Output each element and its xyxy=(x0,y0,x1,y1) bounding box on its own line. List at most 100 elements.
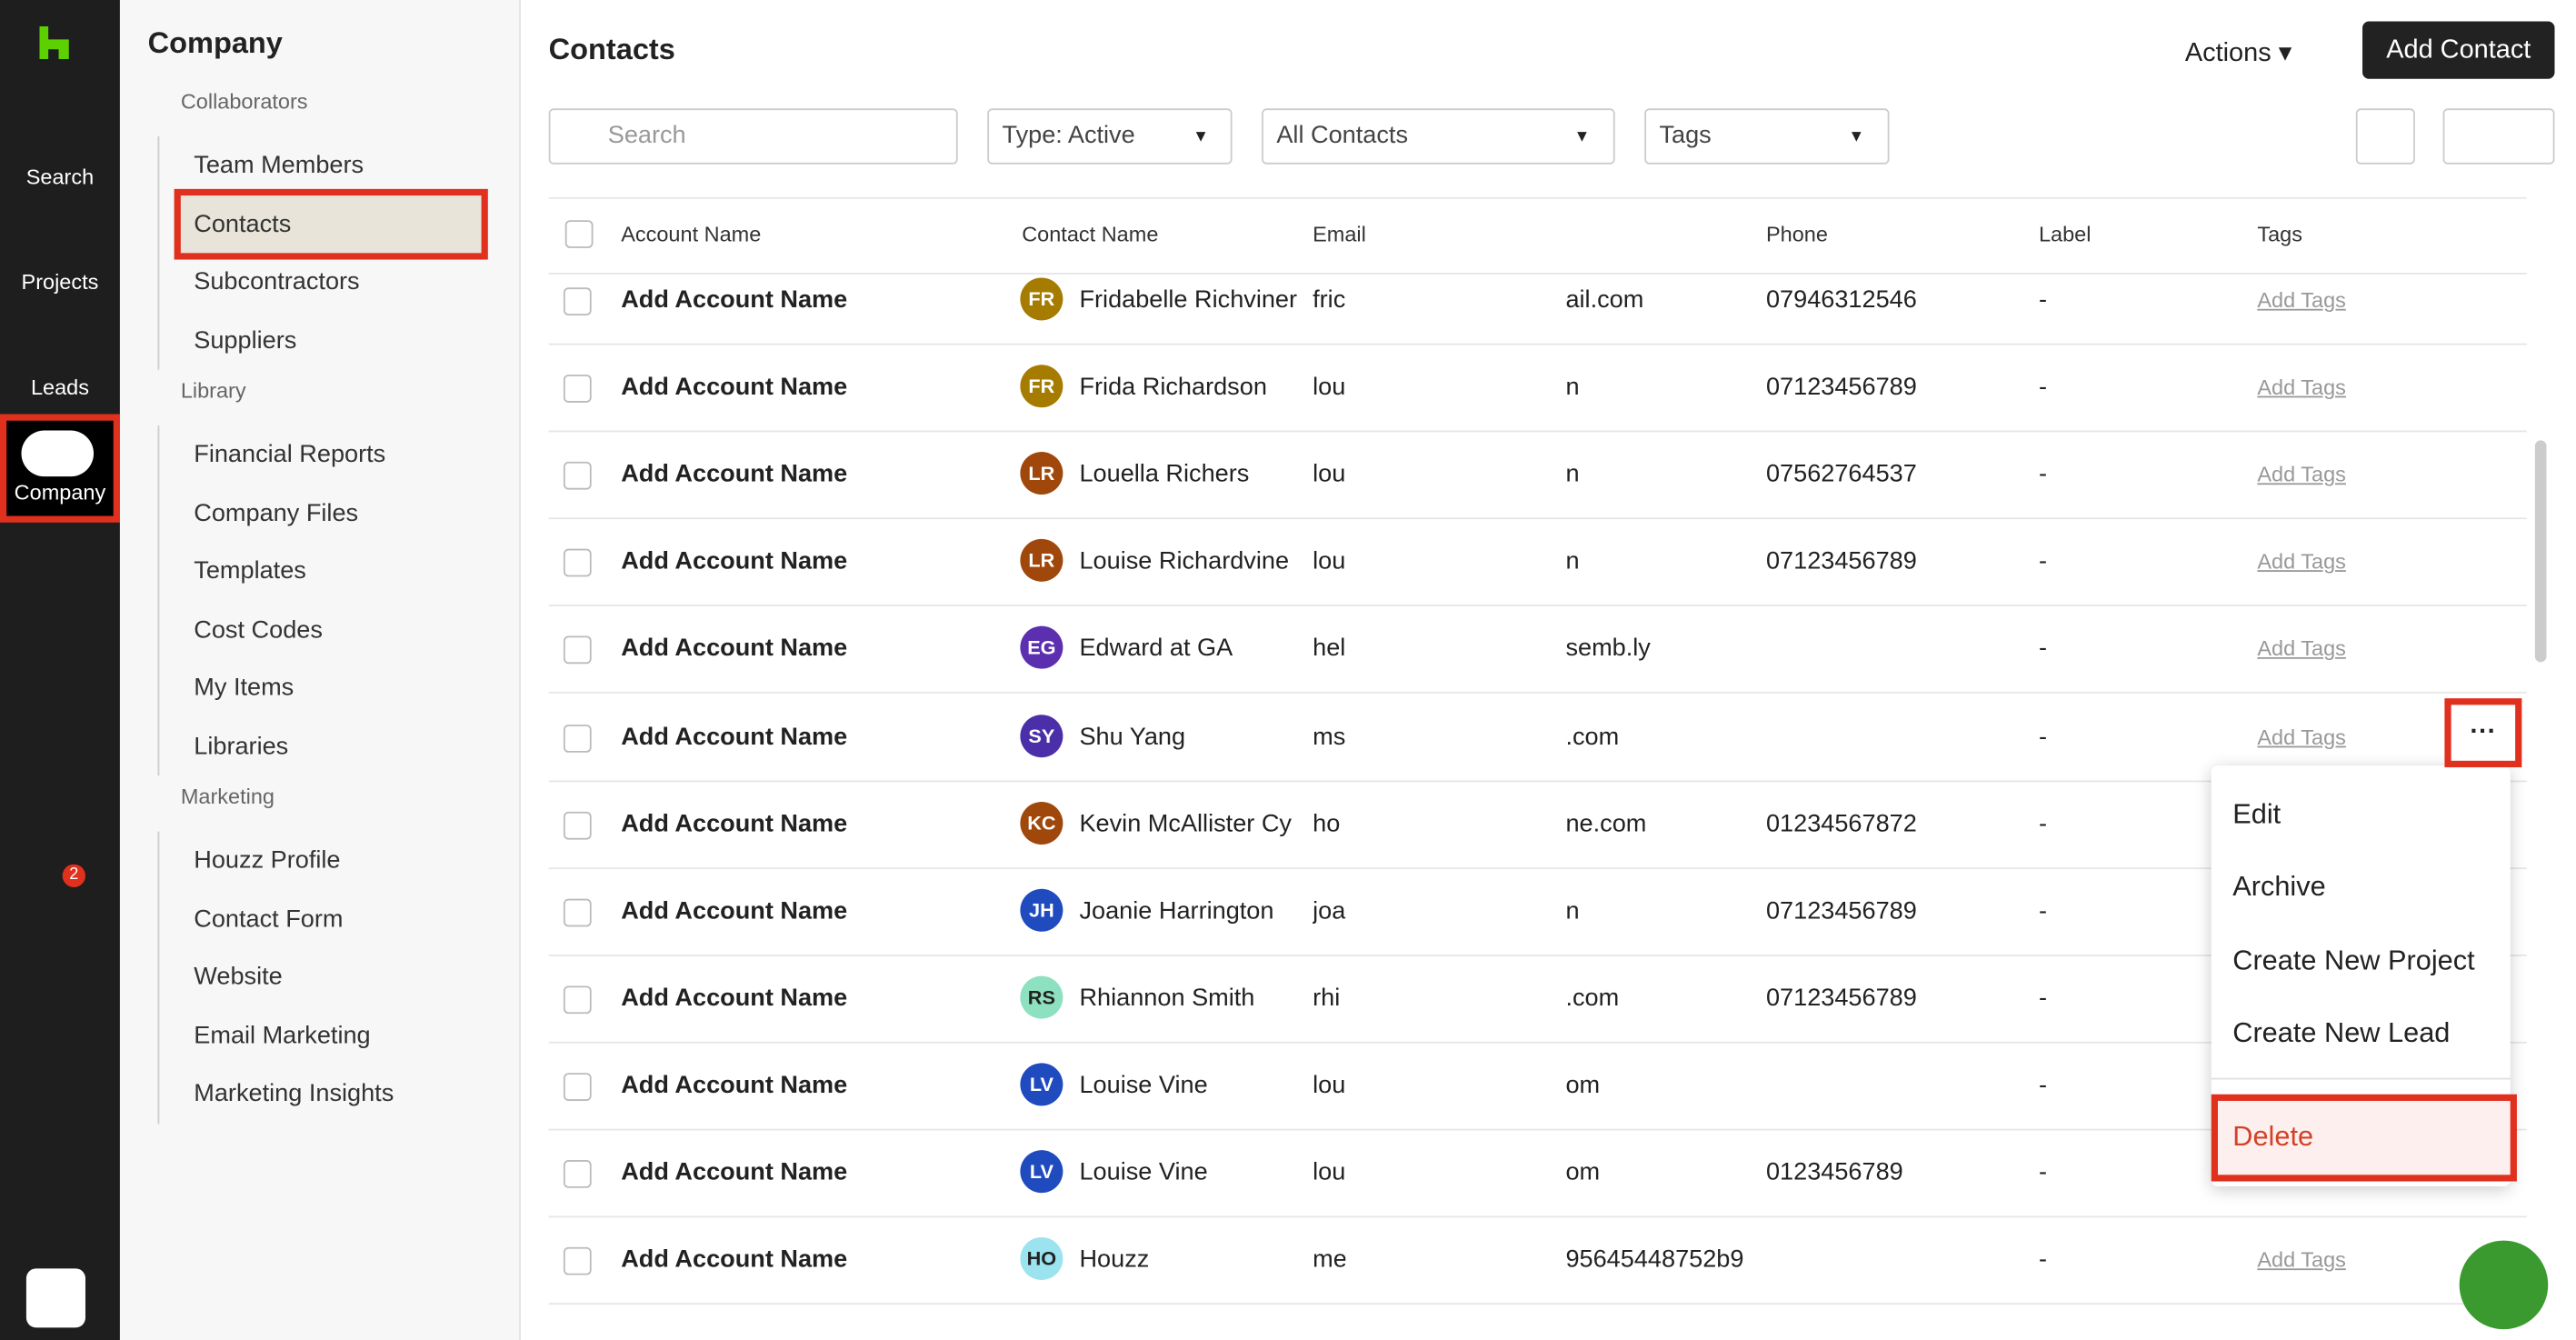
avatar: JH xyxy=(1020,888,1063,932)
label: - xyxy=(2038,1071,2048,1099)
nav-item[interactable]: Company xyxy=(14,479,106,505)
account-name[interactable]: Add Account Name xyxy=(621,1245,848,1274)
sidebar-item[interactable]: Email Marketing xyxy=(194,1021,371,1050)
nav-item[interactable]: Projects xyxy=(21,269,99,295)
account-name[interactable]: Add Account Name xyxy=(621,1158,848,1186)
account-name[interactable]: Add Account Name xyxy=(621,373,848,402)
sidebar-item[interactable]: Houzz Profile xyxy=(194,845,341,875)
sidebar-item[interactable]: Company Files xyxy=(194,498,359,527)
contact-name[interactable]: Louise Richardvine xyxy=(1079,547,1290,576)
badge: 2 xyxy=(62,864,85,887)
contact-name[interactable]: Houzz xyxy=(1079,1245,1150,1274)
checkbox[interactable] xyxy=(563,1160,592,1188)
account-name[interactable]: Add Account Name xyxy=(621,635,848,664)
column-header[interactable]: Account Name xyxy=(621,221,762,247)
checkbox[interactable] xyxy=(563,1073,592,1101)
sidebar: Company Collaborators Team Members Contact… xyxy=(119,0,521,1340)
account-name[interactable]: Add Account Name xyxy=(621,285,848,315)
account-name[interactable]: Add Account Name xyxy=(621,722,848,751)
sidebar-item[interactable]: Cost Codes xyxy=(194,615,323,644)
tags[interactable]: Add Tags xyxy=(2257,724,2346,749)
sidebar-item[interactable]: My Items xyxy=(194,674,295,702)
label: - xyxy=(2038,809,2048,838)
nav-item[interactable]: Leads xyxy=(30,375,89,400)
settings-button[interactable] xyxy=(2355,108,2415,165)
sidebar-item[interactable]: Contact Form xyxy=(194,904,344,933)
more-button[interactable]: ··· xyxy=(2444,698,2522,768)
sidebar-item[interactable]: Financial Reports xyxy=(194,440,386,469)
menu-item[interactable]: Create New Lead xyxy=(2232,1016,2451,1048)
avatar: HO xyxy=(1020,1237,1063,1281)
table-row: Add Account Name JH Joanie Harrington joa n 0… xyxy=(548,867,2527,956)
type-filter[interactable]: Type: Active xyxy=(987,108,1233,165)
add-contact-button[interactable]: Add Contact xyxy=(2362,21,2555,79)
checkbox[interactable] xyxy=(564,220,594,248)
contact-name[interactable]: Kevin McAllister Cy xyxy=(1079,809,1292,838)
email-start: ms xyxy=(1313,722,1346,751)
tags[interactable]: Add Tags xyxy=(2257,462,2346,487)
account-name[interactable]: Add Account Name xyxy=(621,984,848,1012)
tags[interactable]: Add Tags xyxy=(2257,287,2346,313)
contact-name[interactable]: Rhiannon Smith xyxy=(1079,984,1255,1012)
contact-name[interactable]: Louella Richers xyxy=(1079,460,1250,489)
account-name[interactable]: Add Account Name xyxy=(621,547,848,576)
actions-label[interactable]: Actions xyxy=(2184,39,2271,68)
checkbox[interactable] xyxy=(563,898,592,926)
company-logo[interactable] xyxy=(25,1268,85,1328)
search[interactable]: Search xyxy=(548,108,958,165)
sidebar-item[interactable]: Contacts xyxy=(194,209,292,238)
email-end: n xyxy=(1565,547,1580,576)
checkbox[interactable] xyxy=(563,462,592,490)
checkbox[interactable] xyxy=(563,549,592,577)
tags[interactable]: Add Tags xyxy=(2257,1246,2346,1273)
sidebar-item[interactable]: Team Members xyxy=(194,151,364,180)
sidebar-item[interactable]: Libraries xyxy=(194,732,289,760)
account-name[interactable]: Add Account Name xyxy=(621,1071,848,1099)
checkbox[interactable] xyxy=(563,287,592,316)
tags-filter[interactable]: Tags xyxy=(1644,108,1890,165)
label: - xyxy=(2038,1158,2048,1186)
contact-name[interactable]: Fridabelle Richviner xyxy=(1079,285,1298,315)
email-end: semb.ly xyxy=(1565,635,1651,664)
account-name[interactable]: Add Account Name xyxy=(621,809,848,838)
column-header: Contact Name xyxy=(1022,221,1159,247)
nav-item[interactable]: Search xyxy=(25,164,95,189)
checkbox[interactable] xyxy=(563,636,592,665)
actions[interactable]: Actions ▾ xyxy=(2184,39,2292,68)
checkbox[interactable] xyxy=(563,1246,592,1275)
contact-name[interactable]: Shu Yang xyxy=(1079,722,1186,751)
contact-name[interactable]: Louise Vine xyxy=(1079,1071,1208,1099)
table-row: Add Account Name LR Louella Richers lou n 075… xyxy=(548,431,2527,520)
checkbox[interactable] xyxy=(563,724,592,752)
tags[interactable]: Add Tags xyxy=(2257,636,2346,662)
contact-name[interactable]: Joanie Harrington xyxy=(1079,896,1274,925)
tags[interactable]: Add Tags xyxy=(2257,549,2346,575)
menu-item-delete[interactable]: Delete xyxy=(2232,1120,2314,1152)
checkbox[interactable] xyxy=(563,375,592,403)
table-row: Add Account Name HO Houzz me 95645448752b9 - A… xyxy=(548,1216,2527,1305)
caret: ▼ xyxy=(1193,127,1210,146)
logo[interactable] xyxy=(39,25,69,60)
account-name[interactable]: Add Account Name xyxy=(621,896,848,925)
email-end: n xyxy=(1565,896,1580,925)
scrollbar xyxy=(2534,440,2547,663)
divider xyxy=(2211,1077,2511,1080)
contact-name[interactable]: Edward at GA xyxy=(1079,635,1233,664)
contacts-filter[interactable]: All Contacts xyxy=(1262,108,1615,165)
sidebar-item[interactable]: Marketing Insights xyxy=(194,1079,394,1108)
sidebar-item[interactable]: Subcontractors xyxy=(194,267,360,296)
chat-button[interactable] xyxy=(2459,1240,2549,1330)
contact-name[interactable]: Frida Richardson xyxy=(1079,373,1267,402)
sidebar-item[interactable]: Suppliers xyxy=(194,325,297,355)
contact-name[interactable]: Louise Vine xyxy=(1079,1158,1208,1186)
checkbox[interactable] xyxy=(563,985,592,1014)
sidebar-item[interactable]: Website xyxy=(194,963,283,991)
view-toggle[interactable] xyxy=(2442,108,2555,165)
tags[interactable]: Add Tags xyxy=(2257,375,2346,400)
checkbox[interactable] xyxy=(563,811,592,839)
menu-item[interactable]: Create New Project xyxy=(2232,944,2475,975)
menu-item[interactable]: Edit xyxy=(2232,798,2281,830)
account-name[interactable]: Add Account Name xyxy=(621,460,848,489)
sidebar-item[interactable]: Templates xyxy=(194,556,306,585)
menu-item[interactable]: Archive xyxy=(2232,871,2326,903)
